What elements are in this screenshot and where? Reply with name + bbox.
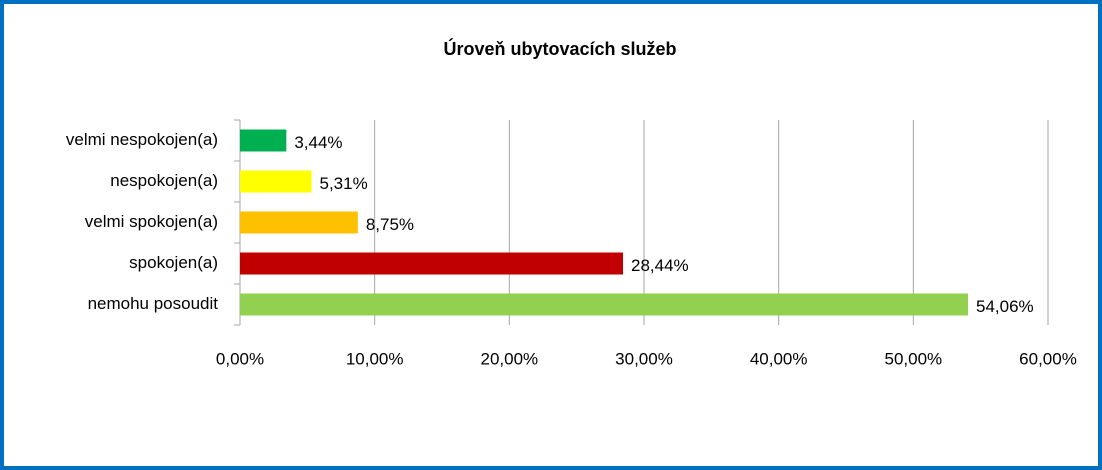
- y-tick-label: velmi nespokojen(a): [66, 130, 218, 149]
- x-tick-label: 60,00%: [1019, 349, 1077, 368]
- bar: [240, 170, 312, 193]
- value-label: 28,44%: [631, 256, 689, 275]
- y-tick-label: nespokojen(a): [110, 171, 218, 190]
- value-label: 8,75%: [366, 215, 414, 234]
- x-tick-label: 10,00%: [346, 349, 404, 368]
- bar: [240, 211, 358, 234]
- chart-title: Úroveň ubytovacích služeb: [443, 38, 676, 59]
- value-label: 5,31%: [320, 174, 368, 193]
- x-tick-label: 40,00%: [750, 349, 808, 368]
- y-tick-label: velmi spokojen(a): [85, 212, 218, 231]
- value-label: 3,44%: [294, 133, 342, 152]
- value-label: 54,06%: [976, 297, 1034, 316]
- bar: [240, 293, 969, 316]
- bar: [240, 129, 287, 152]
- x-tick-label: 20,00%: [480, 349, 538, 368]
- y-tick-label: spokojen(a): [129, 253, 218, 272]
- bar: [240, 252, 623, 275]
- x-tick-label: 30,00%: [615, 349, 673, 368]
- x-tick-label: 0,00%: [216, 349, 264, 368]
- y-tick-label: nemohu posoudit: [88, 294, 219, 313]
- x-tick-label: 50,00%: [884, 349, 942, 368]
